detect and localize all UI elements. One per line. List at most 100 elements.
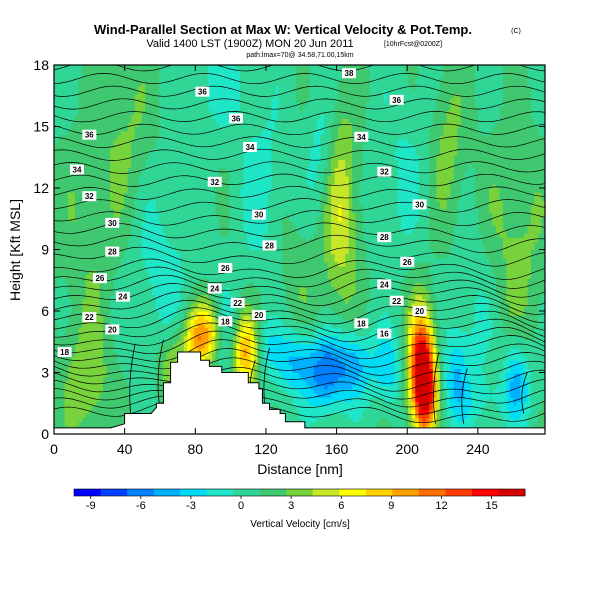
heat-cell: [159, 356, 164, 361]
heat-cell: [145, 372, 150, 378]
heat-cell: [148, 405, 153, 410]
heat-cell: [124, 302, 129, 308]
heat-cell: [415, 421, 420, 427]
heat-cell: [75, 306, 80, 312]
heat-cell: [488, 343, 493, 349]
heat-cell: [446, 384, 451, 390]
heat-cell: [373, 315, 378, 320]
heat-cell: [432, 343, 437, 349]
heat-cell: [54, 368, 59, 374]
heat-cell: [495, 335, 501, 341]
heat-cell: [324, 364, 329, 369]
heat-cell: [450, 401, 455, 406]
heat-cell: [376, 380, 381, 386]
heat-cell: [439, 364, 444, 369]
heat-cell: [509, 397, 515, 402]
heat-cell: [310, 311, 315, 316]
heat-cell: [492, 364, 497, 369]
heat-cell: [96, 360, 101, 365]
heat-cell: [345, 302, 350, 308]
heat-cell: [380, 405, 385, 410]
heat-cell: [299, 417, 304, 423]
heat-cell: [537, 421, 543, 427]
heat-cell: [383, 311, 388, 316]
heat-cell: [359, 311, 364, 316]
heat-cell: [390, 356, 395, 361]
heat-cell: [250, 339, 255, 345]
heat-cell: [401, 331, 406, 337]
heat-cell: [478, 421, 483, 427]
heat-cell: [169, 315, 174, 320]
heat-cell: [253, 335, 259, 341]
heat-cell: [194, 335, 199, 341]
heat-cell: [162, 343, 167, 349]
heat-cell: [113, 372, 118, 378]
heat-cell: [303, 368, 308, 374]
heat-cell: [341, 331, 346, 337]
heat-cell: [341, 352, 346, 357]
heat-cell: [474, 397, 479, 402]
heat-cell: [253, 352, 259, 357]
heat-cell: [96, 368, 101, 374]
heat-cell: [331, 323, 336, 328]
heat-cell: [383, 315, 388, 320]
heat-cell: [71, 376, 76, 382]
heat-cell: [155, 294, 160, 300]
heat-cell: [201, 290, 206, 296]
heat-cell: [138, 331, 143, 337]
heat-cell: [516, 352, 522, 357]
heat-cell: [471, 302, 476, 308]
heat-cell: [117, 380, 122, 386]
heat-cell: [68, 327, 73, 333]
heat-cell: [390, 384, 395, 390]
heat-cell: [166, 352, 171, 357]
heat-cell: [236, 339, 241, 345]
heat-cell: [120, 352, 125, 357]
heat-cell: [57, 417, 62, 423]
heat-cell: [394, 290, 399, 296]
heat-cell: [481, 356, 486, 361]
heat-cell: [68, 417, 73, 423]
heat-cell: [404, 352, 409, 357]
heat-cell: [281, 347, 287, 353]
heat-cell: [457, 315, 462, 320]
heat-cell: [299, 360, 304, 365]
heat-cell: [394, 417, 399, 423]
heat-cell: [373, 290, 378, 296]
heat-cell: [267, 311, 273, 316]
heat-cell: [509, 384, 515, 390]
heat-cell: [159, 335, 164, 341]
heat-cell: [338, 306, 343, 312]
heat-cell: [373, 380, 378, 386]
heat-cell: [127, 352, 132, 357]
heat-cell: [317, 393, 322, 398]
heat-cell: [418, 380, 423, 386]
heat-cell: [527, 413, 532, 419]
heat-cell: [422, 401, 427, 406]
heat-cell: [495, 352, 501, 357]
heat-cell: [141, 360, 146, 365]
heat-cell: [260, 339, 266, 345]
heat-cell: [453, 393, 458, 398]
heat-cell: [345, 417, 350, 423]
heat-cell: [68, 315, 73, 320]
heat-cell: [120, 364, 125, 369]
heat-cell: [117, 372, 122, 378]
heat-cell: [509, 356, 515, 361]
heat-cell: [523, 327, 529, 333]
heat-cell: [292, 306, 297, 312]
heat-cell: [82, 323, 87, 328]
heat-cell: [429, 413, 434, 419]
heat-cell: [520, 335, 525, 341]
heat-cell: [190, 347, 195, 353]
heat-cell: [281, 290, 287, 296]
heat-cell: [373, 286, 378, 292]
heat-cell: [303, 401, 308, 406]
heat-cell: [317, 327, 322, 333]
heat-cell: [131, 372, 136, 378]
heat-cell: [485, 339, 490, 345]
heat-cell: [394, 413, 399, 419]
heat-cell: [225, 306, 230, 312]
heat-cell: [113, 376, 118, 382]
heat-cell: [295, 368, 301, 374]
